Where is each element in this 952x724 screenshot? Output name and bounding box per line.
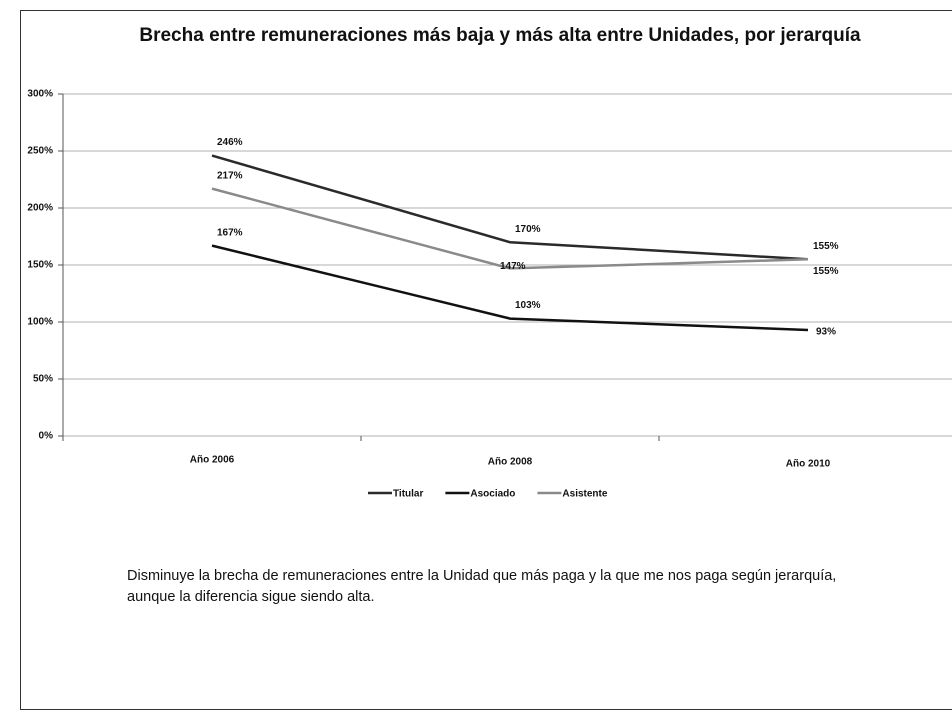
y-tick-label: 0% [39, 431, 54, 442]
data-label: 155% [813, 241, 839, 252]
series-line [211, 187, 809, 270]
data-label: 167% [217, 227, 243, 238]
data-label: 93% [816, 327, 836, 338]
data-label: 103% [515, 300, 541, 311]
legend-label: Asistente [562, 489, 607, 500]
data-label: 217% [217, 170, 243, 181]
legend-label: Titular [393, 489, 423, 500]
y-tick-label: 100% [27, 317, 53, 328]
x-tick-label: Año 2006 [190, 455, 235, 466]
legend-label: Asociado [470, 489, 515, 500]
frame [20, 10, 952, 710]
series-line [211, 244, 809, 332]
chart-title: Brecha entre remuneraciones más baja y m… [139, 25, 861, 46]
y-tick-label: 200% [27, 203, 53, 214]
y-tick-label: 150% [27, 260, 53, 271]
data-label: 170% [515, 224, 541, 235]
x-tick-label: Año 2008 [488, 457, 533, 468]
x-tick-label: Año 2010 [786, 459, 831, 470]
y-tick-label: 50% [33, 374, 53, 385]
data-label: 147% [500, 261, 526, 272]
series-line [211, 154, 809, 261]
y-tick-label: 300% [27, 89, 53, 100]
data-label: 155% [813, 266, 839, 277]
data-label: 246% [217, 137, 243, 148]
y-tick-label: 250% [27, 146, 53, 157]
caption: Disminuye la brecha de remuneraciones en… [127, 568, 837, 605]
